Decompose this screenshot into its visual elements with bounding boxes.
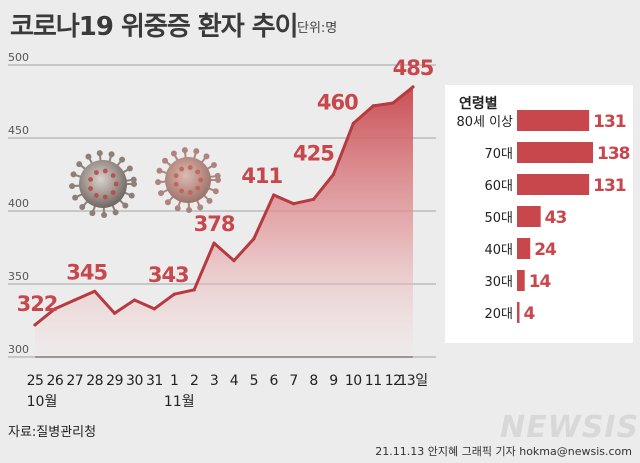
data-label: 425	[293, 142, 334, 166]
y-tick-label: 400	[8, 197, 29, 210]
chart-title: 코로나19 위중증 환자 추이	[10, 12, 299, 42]
x-tick-label: 29	[106, 373, 123, 389]
area-fill	[35, 86, 413, 358]
data-point	[152, 307, 156, 311]
virus-illustrations	[69, 147, 221, 218]
data-label: 485	[393, 56, 434, 80]
data-point	[33, 323, 37, 327]
data-point	[192, 288, 196, 292]
age-panel-title: 연령별	[459, 96, 498, 112]
x-tick-label: 1	[170, 373, 178, 389]
age-value-label: 131	[593, 176, 626, 196]
x-tick-label: 10	[345, 373, 362, 389]
y-tick-label: 350	[8, 270, 29, 283]
data-point	[53, 307, 57, 311]
age-bar-chart: 80세 이상 131 70대 138 60대 131 50대 43 40대 24 30대 14 20대 4	[456, 110, 631, 324]
data-point	[132, 298, 137, 302]
newsis-logo: NEWSIS	[500, 410, 640, 445]
data-label: 460	[317, 90, 358, 114]
data-point	[331, 172, 336, 177]
data-point	[311, 197, 316, 201]
age-value-label: 24	[534, 240, 557, 260]
age-bar	[517, 110, 590, 131]
data-point	[252, 237, 256, 241]
age-value-label: 43	[545, 208, 567, 228]
credit-line: 21.11.13 안지혜 그래픽 기자 hokma@newsis.com	[375, 445, 632, 458]
data-label: 343	[148, 263, 189, 287]
x-tick-label: 11	[365, 373, 382, 389]
data-point	[172, 292, 176, 296]
x-tick-label: 28	[86, 373, 103, 389]
data-label: 411	[241, 164, 282, 188]
age-bar	[517, 302, 520, 323]
age-value-label: 138	[597, 144, 630, 164]
series-line	[34, 85, 414, 327]
source-note: 자료:질병관리청	[8, 425, 97, 440]
x-tick-label: 2	[190, 373, 198, 389]
x-tick-label: 6	[270, 373, 279, 389]
x-tick-label: 7	[289, 373, 297, 389]
y-tick-label: 500	[8, 51, 29, 64]
data-point	[411, 85, 415, 89]
x-tick-label: 9	[329, 373, 337, 389]
age-category-label: 60대	[484, 179, 513, 194]
age-category-label: 30대	[484, 275, 513, 290]
data-point	[371, 104, 375, 108]
data-point	[272, 193, 276, 197]
x-tick-label: 12	[385, 373, 402, 389]
age-value-label: 4	[524, 304, 536, 324]
data-point	[73, 298, 77, 302]
y-tick-label: 450	[8, 124, 29, 137]
month-label: 11월	[164, 394, 195, 410]
x-tick-label: 4	[230, 373, 239, 389]
x-tick-label: 26	[46, 373, 63, 389]
age-breakdown-panel: 연령별 80세 이상 131 70대 138 60대 131 50대 43 40대 24 30대 14…	[445, 85, 633, 343]
age-value-label: 14	[529, 272, 552, 292]
data-point	[292, 202, 296, 206]
age-bar	[517, 270, 525, 291]
data-point	[93, 289, 97, 293]
age-category-label: 70대	[484, 147, 513, 162]
age-bar	[517, 174, 590, 195]
data-point	[351, 121, 355, 125]
age-category-label: 20대	[484, 307, 513, 322]
area-layer	[33, 85, 415, 358]
x-tick-label: 3	[210, 373, 218, 389]
data-point	[391, 101, 395, 105]
x-tick-label: 25	[27, 373, 44, 389]
age-category-label: 50대	[484, 211, 513, 226]
virus-icon	[69, 150, 137, 218]
data-point	[212, 241, 216, 245]
x-tick-label: 5	[250, 373, 258, 389]
x-tick-label: 27	[66, 373, 83, 389]
data-label: 322	[17, 292, 58, 316]
age-bar	[517, 238, 531, 259]
x-tick-label: 8	[309, 373, 317, 389]
age-category-label: 40대	[484, 243, 513, 258]
virus-icon	[155, 147, 221, 213]
x-tick-label: 30	[126, 373, 143, 389]
unit-label: 단위:명	[297, 21, 338, 36]
age-bar	[517, 142, 593, 163]
data-label: 378	[194, 212, 235, 236]
y-tick-label: 300	[8, 343, 29, 356]
age-value-label: 131	[593, 112, 626, 132]
data-point	[112, 311, 117, 315]
x-tick-label: 31	[146, 373, 163, 389]
age-category-label: 80세 이상	[456, 115, 513, 130]
x-tick-label: 13일	[398, 373, 427, 389]
y-tick-labels: 300 350 400 450 500	[8, 51, 29, 356]
age-bar	[517, 206, 541, 227]
month-label: 10월	[27, 394, 58, 410]
data-point	[232, 259, 236, 263]
data-label: 345	[66, 260, 107, 284]
